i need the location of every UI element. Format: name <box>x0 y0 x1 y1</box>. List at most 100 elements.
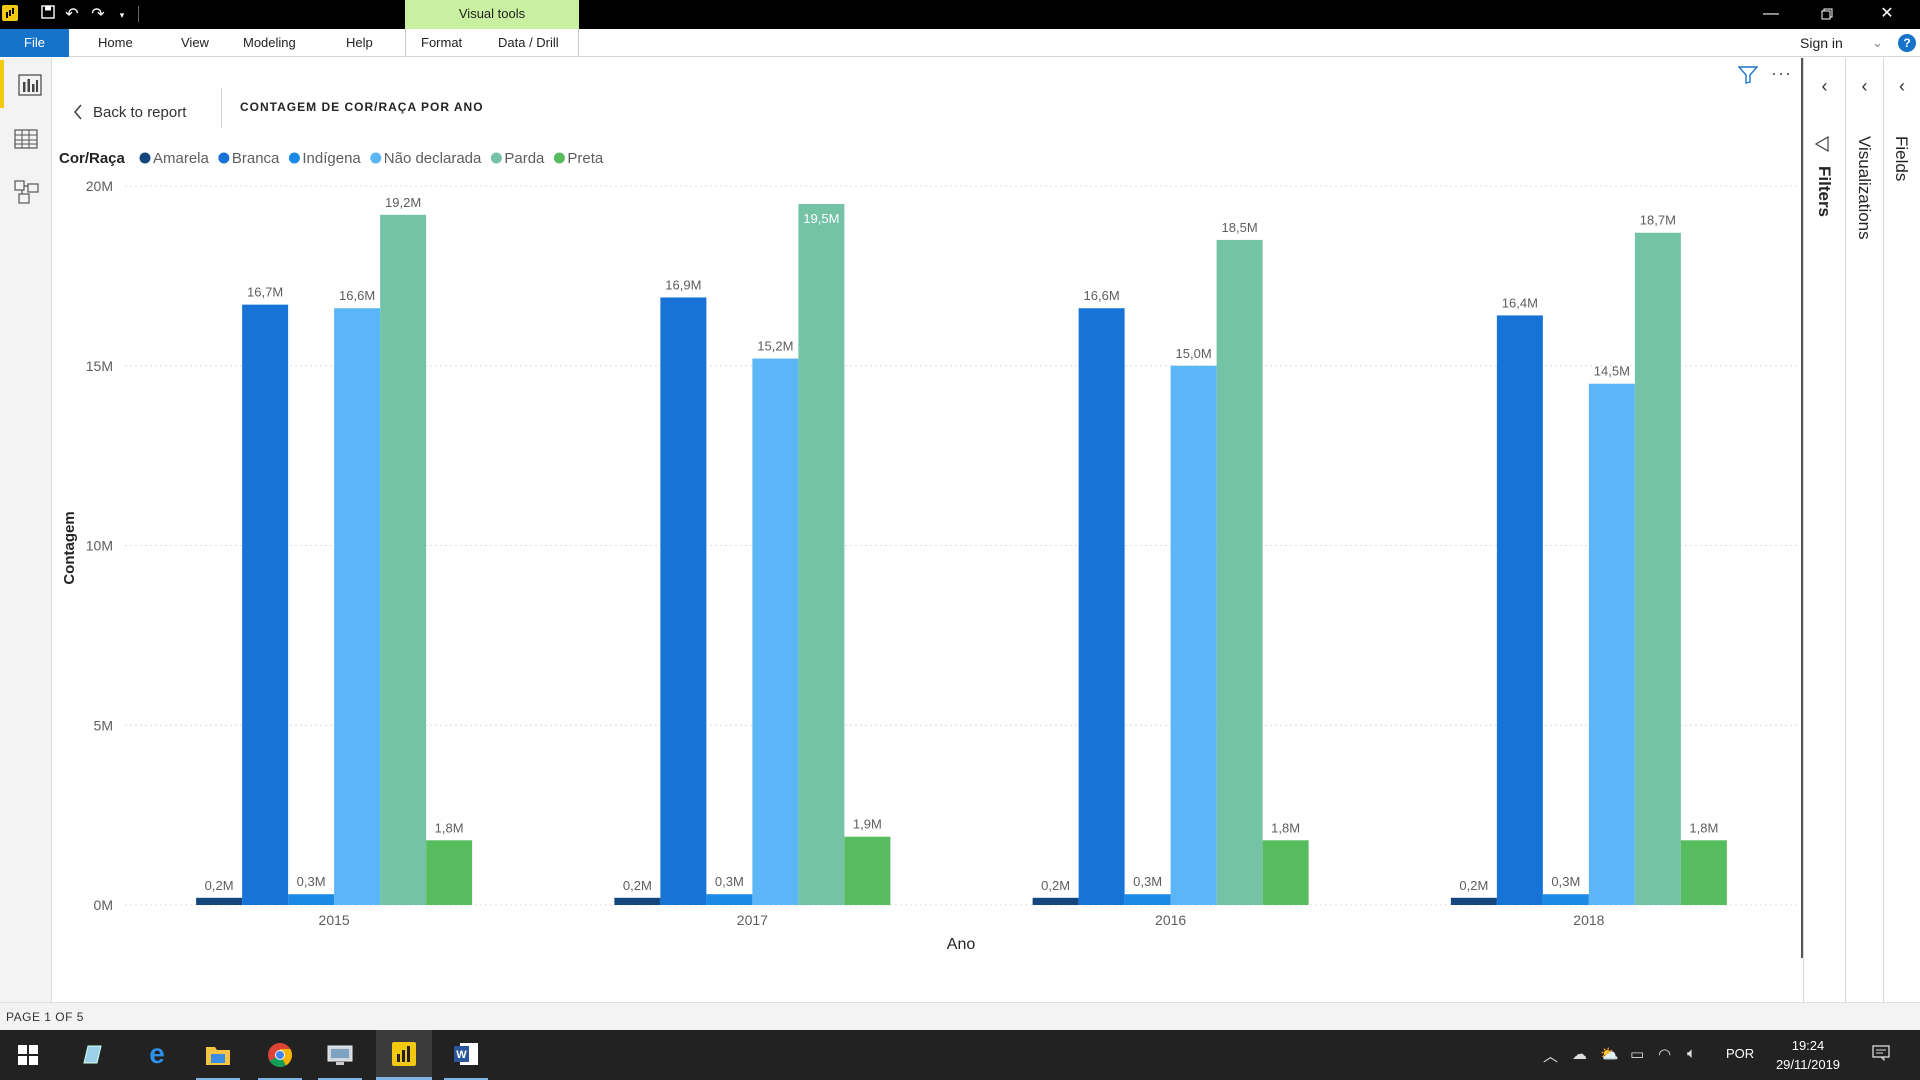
bar-2018-2 <box>1542 894 1589 905</box>
taskbar-word[interactable]: W <box>438 1030 494 1080</box>
minimize-button[interactable]: — <box>1748 0 1794 29</box>
fields-pane-label: Fields <box>1892 136 1911 182</box>
taskbar-tablet[interactable] <box>64 1030 120 1080</box>
filters-pane[interactable]: ‹ Filters <box>1803 58 1845 1002</box>
tab-help[interactable]: Help <box>346 35 373 50</box>
data-label: 1,9M <box>853 817 882 832</box>
legend-title: Cor/Raça <box>59 150 126 167</box>
data-label: 0,3M <box>1133 874 1162 889</box>
word-icon: W <box>454 1043 478 1065</box>
bar-2015-0 <box>196 897 243 905</box>
tab-file[interactable]: File <box>0 29 69 57</box>
input-language[interactable]: POR <box>1726 1046 1755 1061</box>
data-label: 1,8M <box>1271 820 1300 835</box>
save-icon[interactable] <box>38 5 58 25</box>
visual-filter-icon[interactable] <box>1737 66 1759 89</box>
fields-pane[interactable]: ‹ Fields <box>1883 58 1920 1002</box>
help-icon[interactable]: ? <box>1898 34 1916 52</box>
data-view-icon <box>14 129 38 149</box>
undo-icon[interactable]: ↶ <box>65 6 79 23</box>
taskbar-edge[interactable]: e <box>128 1030 184 1080</box>
model-view-icon <box>14 180 39 204</box>
cloud-upload-icon[interactable]: ⛅ <box>1600 1046 1619 1063</box>
legend-swatch <box>218 152 230 164</box>
restore-button[interactable] <box>1804 0 1850 29</box>
data-label: 0,2M <box>1041 878 1070 893</box>
collapse-visualizations-icon[interactable]: ‹ <box>1861 76 1868 96</box>
chevron-down-icon[interactable]: ⌄ <box>1872 35 1883 50</box>
tab-home[interactable]: Home <box>98 35 133 50</box>
legend-item-ind-gena: Indígena <box>288 150 361 167</box>
y-axis: 0M 5M 10M 15M 20M <box>86 178 113 913</box>
toolbar-separator <box>138 6 139 22</box>
legend-item-n-o-declarada: Não declarada <box>370 150 482 167</box>
y-tick-label: 10M <box>86 538 113 554</box>
x-tick-label: 2018 <box>1573 912 1604 928</box>
data-label: 0,2M <box>623 878 652 893</box>
close-icon: ✕ <box>1880 5 1894 22</box>
legend-swatch <box>370 152 382 164</box>
visual-tools-contextual-header: Visual tools <box>405 0 579 29</box>
data-label: 0,3M <box>715 874 744 889</box>
file-explorer-icon <box>206 1047 230 1065</box>
data-label: 1,8M <box>435 820 464 835</box>
tablet-icon <box>83 1045 102 1064</box>
data-label: 0,3M <box>297 874 326 889</box>
bar-2017-1 <box>660 297 707 905</box>
data-label: 18,7M <box>1640 213 1676 228</box>
legend-label: Não declarada <box>384 150 482 167</box>
bar-2017-4 <box>798 203 845 906</box>
tab-format[interactable]: Format <box>421 35 463 50</box>
bar-2016-1 <box>1078 308 1125 905</box>
legend-swatch <box>288 152 300 164</box>
back-to-report-button[interactable]: Back to report <box>73 96 186 128</box>
taskbar-power-bi[interactable] <box>376 1030 432 1080</box>
data-view-button[interactable] <box>0 114 52 162</box>
taskbar-chrome[interactable] <box>252 1030 308 1080</box>
clock[interactable]: 19:24 29/11/2019 <box>1768 1036 1848 1074</box>
report-canvas: Back to report CONTAGEM DE COR/RAÇA POR … <box>53 58 1803 1002</box>
data-label: 16,9M <box>665 277 701 292</box>
x-tick-label: 2017 <box>737 912 768 928</box>
page-indicator: PAGE 1 OF 5 <box>6 1010 84 1024</box>
legend-label: Parda <box>504 150 545 167</box>
redo-icon[interactable]: ↷ <box>91 6 105 23</box>
customize-dropdown-icon[interactable]: ▾ <box>119 10 125 20</box>
taskbar-remote-desktop[interactable] <box>312 1030 368 1080</box>
more-options-icon[interactable]: ··· <box>1771 63 1792 83</box>
close-button[interactable]: ✕ <box>1864 0 1910 29</box>
report-view-icon <box>18 74 42 96</box>
bar-2017-3 <box>752 358 799 905</box>
sign-in-link[interactable]: Sign in <box>1800 35 1843 51</box>
tab-data-drill[interactable]: Data / Drill <box>498 35 559 50</box>
windows-taskbar: e W ︿ ☁ ⛅ ▭ ◠ 🔈︎ POR 19:24 29/11/20 <box>0 1030 1920 1080</box>
bar-2016-3 <box>1170 365 1217 905</box>
start-button[interactable] <box>0 1030 56 1080</box>
visualizations-pane[interactable]: ‹ Visualizations <box>1845 58 1883 1002</box>
tab-view[interactable]: View <box>181 35 209 50</box>
x-axis: 2015 2017 2016 2018 <box>319 912 1605 928</box>
bar-2015-2 <box>288 894 335 905</box>
report-view-button[interactable] <box>0 60 52 108</box>
chart-legend: Cor/Raça Amarela Branca Indígena Não declara… <box>59 150 604 167</box>
collapse-fields-icon[interactable]: ‹ <box>1899 76 1905 96</box>
wifi-icon[interactable]: ◠ <box>1658 1046 1672 1063</box>
bar-2018-4 <box>1634 232 1681 906</box>
bar-2015-1 <box>242 304 289 905</box>
show-hidden-icons-icon[interactable]: ︿ <box>1543 1048 1559 1065</box>
taskbar-file-explorer[interactable] <box>190 1030 246 1080</box>
volume-icon[interactable]: 🔈︎ <box>1687 1045 1697 1062</box>
bar-2017-0 <box>614 897 661 905</box>
canvas-edge <box>1801 58 1803 958</box>
notifications-icon[interactable] <box>1872 1045 1890 1065</box>
onedrive-icon[interactable]: ☁ <box>1572 1046 1587 1063</box>
battery-icon[interactable]: ▭ <box>1630 1046 1645 1063</box>
model-view-button[interactable] <box>0 166 52 214</box>
x-tick-label: 2016 <box>1155 912 1186 928</box>
bar-2016-0 <box>1032 897 1079 905</box>
collapse-filters-icon[interactable]: ‹ <box>1821 76 1828 96</box>
tab-modeling[interactable]: Modeling <box>243 35 296 50</box>
power-bi-icon <box>392 1042 416 1066</box>
legend-item-parda: Parda <box>490 150 545 167</box>
bar-2015-4 <box>380 214 427 905</box>
